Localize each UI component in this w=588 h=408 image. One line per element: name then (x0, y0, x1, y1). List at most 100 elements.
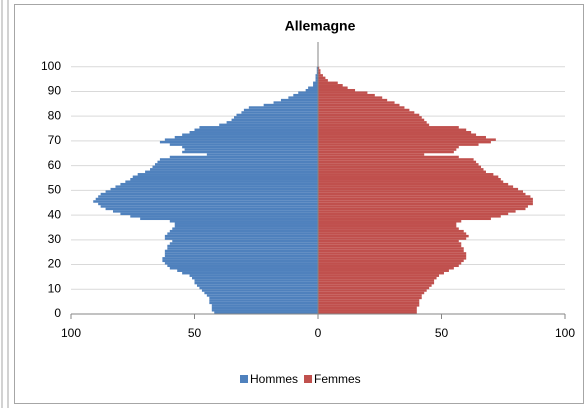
bar (318, 111, 415, 114)
bar (318, 210, 516, 213)
bar (315, 76, 318, 80)
bar (145, 170, 318, 174)
x-tick-label: 0 (315, 326, 322, 340)
bar (169, 242, 318, 245)
bar (182, 133, 318, 136)
bar (199, 286, 318, 290)
bar (316, 66, 318, 70)
bar (318, 182, 509, 186)
bar (318, 264, 459, 268)
y-tick-label: 100 (41, 59, 61, 73)
bar (115, 185, 319, 188)
bar (318, 215, 501, 218)
bar (280, 98, 318, 102)
bar (318, 187, 519, 191)
bar (98, 195, 318, 198)
bar (167, 244, 318, 248)
bar (318, 143, 479, 146)
bar (167, 247, 318, 250)
bar (164, 234, 318, 238)
x-tick-label: 50 (188, 326, 202, 340)
bar (162, 259, 318, 263)
bar (318, 217, 491, 221)
bar (318, 91, 368, 94)
bar (159, 140, 318, 144)
bar (318, 131, 472, 134)
bar (318, 299, 420, 302)
bar (182, 271, 318, 275)
bar (206, 153, 318, 156)
bar (159, 158, 318, 161)
bar (209, 301, 318, 305)
bar (164, 249, 318, 253)
bar (318, 79, 328, 82)
bar (211, 309, 318, 312)
bar (318, 222, 457, 225)
bar (137, 173, 318, 176)
bar (318, 291, 425, 295)
bar (164, 237, 318, 240)
bar (293, 93, 318, 97)
bar (110, 187, 319, 191)
bar (318, 155, 459, 159)
bar (318, 116, 422, 119)
bar (172, 227, 318, 230)
bar (318, 76, 326, 80)
bar (120, 212, 319, 216)
bar (318, 84, 343, 87)
bar (169, 267, 318, 270)
bar (318, 113, 420, 117)
bar (169, 155, 318, 159)
bar (219, 123, 318, 127)
bar (318, 200, 533, 203)
bar (105, 190, 318, 193)
bar (318, 96, 383, 99)
bar (318, 306, 417, 310)
bar (318, 269, 449, 272)
bar (209, 296, 318, 300)
y-tick-label: 90 (48, 84, 62, 98)
bar (182, 150, 318, 154)
bar (184, 148, 318, 151)
bar (204, 291, 318, 295)
bar (318, 108, 410, 112)
bar (318, 239, 459, 243)
bar (169, 229, 318, 233)
bar (206, 294, 318, 297)
legend-swatch (240, 375, 248, 383)
bar (177, 269, 318, 272)
bar (318, 286, 430, 290)
bar (211, 306, 318, 310)
bar (172, 239, 318, 243)
bar (201, 289, 318, 292)
bar (318, 271, 444, 275)
bar (194, 279, 318, 282)
bar (308, 86, 318, 89)
bar (318, 150, 454, 154)
bar (318, 126, 459, 129)
bar (318, 153, 425, 156)
bar (318, 106, 405, 109)
bar (140, 217, 318, 221)
bar (263, 103, 318, 107)
bar (164, 254, 318, 258)
bar (167, 264, 318, 268)
bar (318, 138, 496, 141)
bar (214, 311, 318, 314)
legend-swatch (304, 375, 313, 383)
bar (154, 163, 318, 166)
bar (189, 131, 318, 134)
bar (313, 81, 318, 85)
bar (194, 128, 318, 132)
bar (318, 192, 526, 196)
bar (130, 178, 318, 181)
bar (318, 173, 494, 176)
chart-title: Allemagne (285, 18, 356, 34)
bar (189, 274, 318, 277)
bar (164, 138, 318, 141)
legend-label: Hommes (250, 372, 298, 386)
bar (318, 309, 417, 312)
bar (169, 220, 318, 223)
bar (318, 74, 323, 77)
bar (318, 88, 356, 92)
